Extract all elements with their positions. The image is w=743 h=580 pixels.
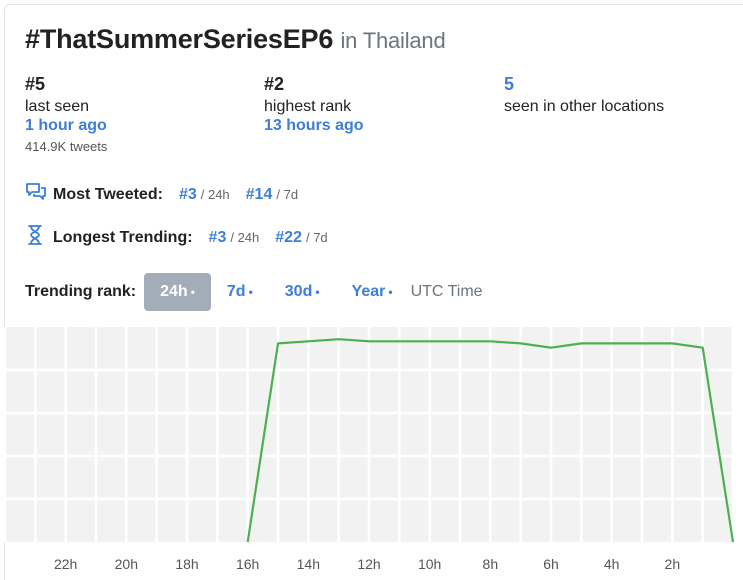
- x-tick-label: 4h: [604, 556, 620, 572]
- last-seen-time: 1 hour ago: [25, 117, 107, 134]
- highest-rank-label: highest rank: [264, 98, 352, 115]
- other-locations-label: seen in other locations: [504, 98, 665, 115]
- hourglass-icon: [25, 224, 47, 251]
- highest-rank-value: #2: [264, 74, 285, 94]
- stat-current: #5 last seen 1 hour ago 414.9K tweets: [25, 74, 107, 154]
- most-tweeted-24h-period: / 24h: [200, 187, 230, 202]
- rank-line: [246, 338, 735, 543]
- x-tick-label: 2h: [665, 556, 681, 572]
- x-tick-label: 12h: [357, 556, 380, 572]
- x-tick-label: 14h: [297, 556, 320, 572]
- x-tick-label: 22h: [54, 556, 77, 572]
- hashtag-title: #ThatSummerSeriesEP6: [25, 24, 334, 54]
- longest-trending-24h-rank[interactable]: #3: [208, 228, 227, 246]
- location-label: in Thailand: [340, 28, 446, 53]
- trending-rank-bar: Trending rank: 24h • 7d • 30d • Year • UTC T…: [25, 272, 483, 312]
- most-tweeted-row: Most Tweeted: #3 / 24h #14 / 7d: [25, 182, 314, 207]
- longest-trending-24h-period: / 24h: [230, 230, 260, 245]
- tweet-count: 414.9K tweets: [25, 139, 108, 154]
- x-tick-label: 6h: [543, 556, 559, 572]
- utc-time-label[interactable]: UTC Time: [410, 283, 483, 300]
- x-tick-label: 10h: [418, 556, 441, 572]
- trending-rank-chart: 22h 20h 18h 16h 14h 12h 10h 8h 6h 4h 2h: [3, 327, 735, 572]
- trending-rank-label: Trending rank:: [25, 283, 137, 300]
- tab-30d[interactable]: 30d •: [284, 283, 320, 300]
- tab-7d[interactable]: 7d •: [226, 283, 253, 300]
- chat-bubbles-icon: [25, 182, 47, 207]
- stat-highest: #2 highest rank 13 hours ago: [264, 74, 364, 135]
- longest-trending-row: Longest Trending: #3 / 24h #22 / 7d: [25, 224, 344, 251]
- other-locations-count[interactable]: 5: [504, 74, 515, 94]
- x-tick-label: 16h: [236, 556, 259, 572]
- x-tick-label: 20h: [115, 556, 138, 572]
- longest-trending-label: Longest Trending:: [53, 228, 193, 246]
- tab-24h[interactable]: 24h •: [144, 273, 211, 311]
- most-tweeted-label: Most Tweeted:: [53, 185, 163, 203]
- tab-year[interactable]: Year •: [351, 283, 393, 300]
- highest-rank-time: 13 hours ago: [264, 117, 364, 134]
- stat-other-locations: 5 seen in other locations: [504, 74, 664, 116]
- x-tick-label: 18h: [175, 556, 198, 572]
- page-title: #ThatSummerSeriesEP6 in Thailand: [25, 24, 446, 55]
- longest-trending-7d-rank[interactable]: #22: [275, 228, 302, 246]
- most-tweeted-7d-period: / 7d: [276, 187, 299, 202]
- longest-trending-7d-period: / 7d: [305, 230, 328, 245]
- most-tweeted-24h-rank[interactable]: #3: [178, 185, 197, 203]
- current-rank-value: #5: [25, 74, 46, 94]
- most-tweeted-7d-rank[interactable]: #14: [245, 185, 273, 203]
- x-tick-label: 8h: [483, 556, 499, 572]
- current-rank-label: last seen: [25, 98, 90, 115]
